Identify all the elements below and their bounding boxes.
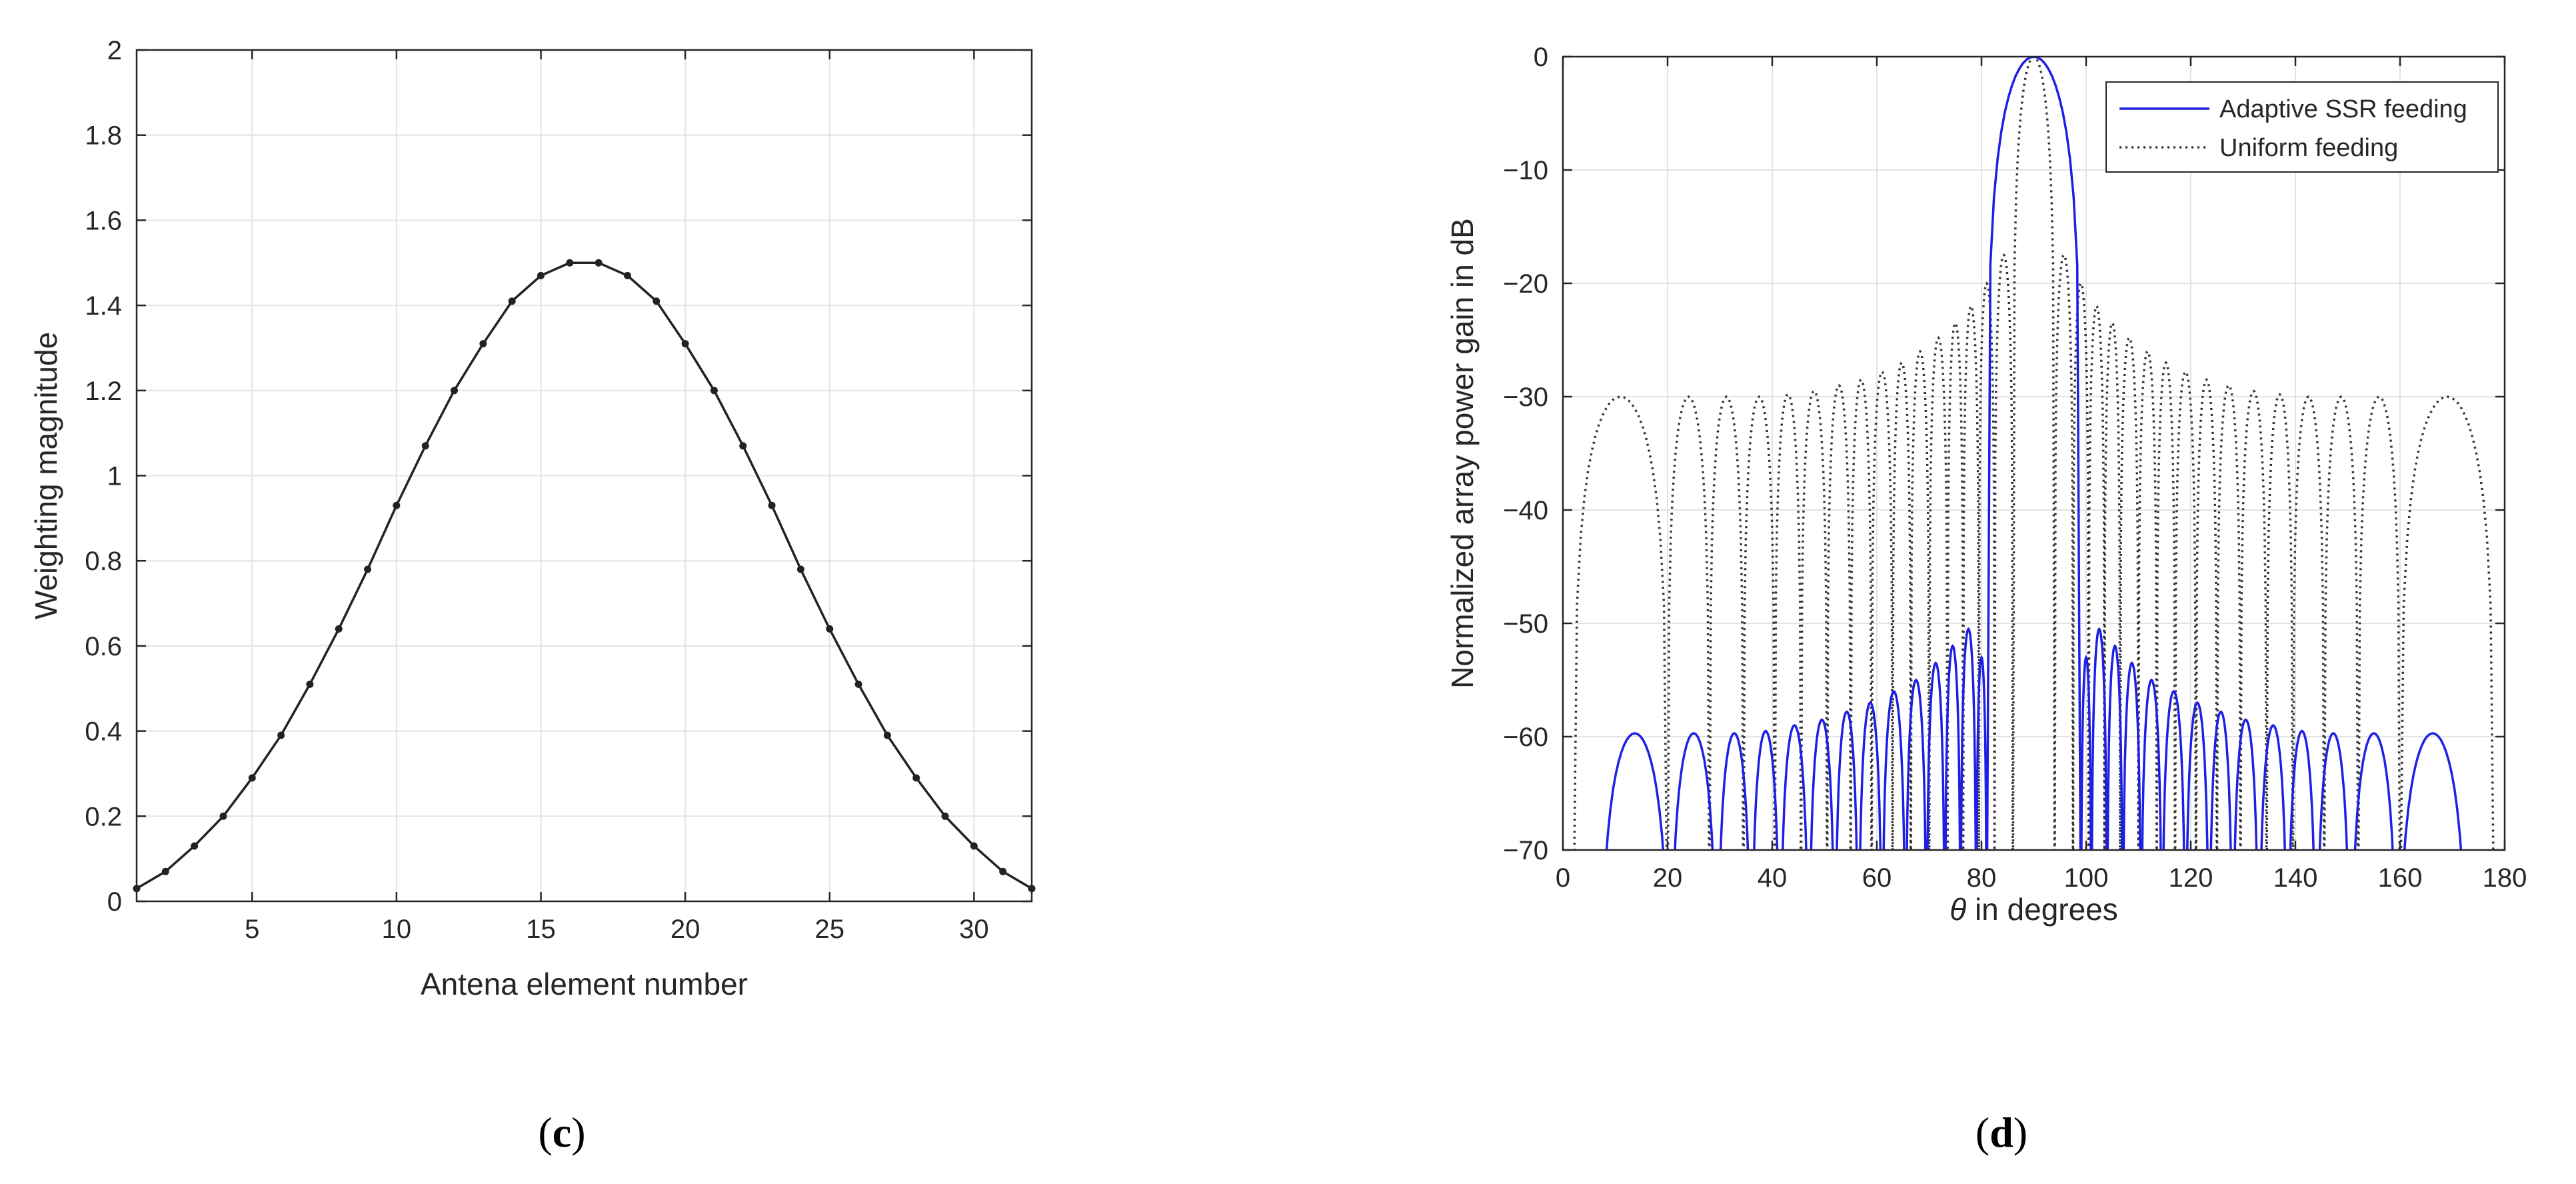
data-point — [508, 297, 516, 305]
data-point — [248, 774, 256, 782]
data-point — [537, 271, 545, 279]
data-point — [623, 271, 631, 279]
panel-d-series-uniform — [1573, 57, 2495, 850]
panel-d-caption-letter: d — [1989, 1109, 2013, 1156]
data-point — [739, 442, 747, 450]
data-point — [335, 625, 343, 633]
data-point — [479, 340, 487, 348]
data-point — [451, 387, 459, 395]
y-tick-label: 0.2 — [85, 802, 122, 831]
x-tick-label: 15 — [526, 915, 556, 944]
x-tick-label: 20 — [1653, 863, 1683, 893]
y-tick-label: 1.4 — [85, 291, 122, 321]
panel-d-legend-box — [2105, 81, 2499, 173]
data-point — [796, 565, 804, 573]
data-point — [941, 812, 949, 820]
y-tick-label: 1.2 — [85, 377, 122, 406]
panel-d-x-ticks: 0 20 40 60 80 100 120 140 160 180 — [1556, 57, 2527, 893]
panel-d-x-axis-label: θ in degrees — [1949, 892, 2118, 927]
y-tick-label: 0.6 — [85, 632, 122, 661]
data-point — [970, 842, 978, 850]
x-tick-label: 180 — [2483, 863, 2527, 893]
y-tick-label: −50 — [1503, 609, 1548, 639]
y-tick-label: 0.8 — [85, 547, 122, 576]
y-tick-label: −70 — [1503, 836, 1548, 865]
data-point — [710, 387, 718, 395]
y-tick-label: −40 — [1503, 496, 1548, 525]
x-tick-label: 60 — [1862, 863, 1892, 893]
panel-c-caption: (c) — [538, 1109, 585, 1156]
data-point — [883, 731, 891, 739]
x-tick-label: 100 — [2064, 863, 2109, 893]
panel-d-caption: (d) — [1975, 1109, 2027, 1156]
panel-c-x-axis-label: Antena element number — [421, 967, 748, 1001]
y-tick-label: 0.4 — [85, 717, 122, 747]
x-tick-label: 10 — [382, 915, 412, 944]
y-tick-label: 1 — [107, 462, 122, 491]
x-tick-label: 140 — [2273, 863, 2318, 893]
x-tick-label: 5 — [245, 915, 259, 944]
data-point — [306, 680, 314, 688]
x-tick-label: 0 — [1556, 863, 1570, 893]
panel-d-series-adaptive — [1605, 57, 2463, 850]
x-tick-label: 160 — [2378, 863, 2423, 893]
y-tick-label: −20 — [1503, 269, 1548, 299]
data-point — [595, 259, 603, 267]
x-tick-label: 80 — [1967, 863, 1997, 893]
panel-d-y-axis-label: Normalized array power gain in dB — [1445, 218, 1480, 689]
panel-d-legend-label-uniform: Uniform feeding — [2219, 134, 2398, 162]
data-point — [652, 297, 660, 305]
y-tick-label: 0 — [107, 887, 122, 917]
adaptive-feeding-line — [1605, 57, 2463, 850]
data-point — [421, 442, 429, 450]
data-point — [826, 625, 834, 633]
data-point — [681, 340, 689, 348]
panel-d-x-axis-symbol: θ — [1949, 892, 1966, 927]
y-tick-label: −30 — [1503, 383, 1548, 412]
data-point — [277, 731, 285, 739]
panel-c-y-axis-label: Weighting magnitude — [29, 332, 63, 619]
panel-c-caption-letter: c — [553, 1109, 571, 1156]
uniform-feeding-line — [1573, 57, 2495, 850]
data-point — [999, 867, 1007, 875]
data-point — [912, 774, 920, 782]
y-tick-label: −10 — [1503, 156, 1548, 185]
panel-c-markers — [133, 259, 1036, 893]
data-point — [768, 501, 776, 509]
y-tick-label: 0 — [1534, 43, 1548, 72]
data-point — [566, 259, 574, 267]
x-tick-label: 30 — [959, 915, 989, 944]
panel-d-y-ticks: 0 −10 −20 −30 −40 −50 −60 −70 — [1503, 43, 2505, 865]
data-point — [393, 501, 401, 509]
data-point — [854, 680, 862, 688]
y-tick-label: −60 — [1503, 723, 1548, 752]
panel-c-series — [136, 261, 1032, 890]
panel-d-gain-chart: 0 20 40 60 80 100 120 140 160 180 0 −10 −20 −30 −40 −5… — [1445, 43, 2527, 1156]
panel-d-legend-label-adaptive: Adaptive SSR feeding — [2219, 95, 2467, 123]
data-point — [161, 867, 169, 875]
panel-d-x-axis-text: in degrees — [1966, 892, 2118, 927]
data-point — [191, 842, 199, 850]
y-tick-label: 2 — [107, 36, 122, 65]
panel-d-legend: Adaptive SSR feeding Uniform feeding — [2105, 81, 2499, 173]
data-point — [364, 565, 372, 573]
x-tick-label: 20 — [670, 915, 700, 944]
panel-c-x-ticks: 5 10 15 20 25 30 — [245, 50, 989, 944]
panel-c-y-ticks: 0 0.2 0.4 0.6 0.8 1 1.2 1.4 1.6 1.8 2 — [85, 36, 1032, 917]
panel-d-axes-frame — [1562, 55, 2506, 851]
y-tick-label: 1.8 — [85, 121, 122, 151]
x-tick-label: 120 — [2169, 863, 2213, 893]
panel-c-weighting-chart: 5 10 15 20 25 30 00.20.40.60.811.21.41.61.82 … — [29, 36, 1036, 1156]
y-tick-label: 1.6 — [85, 206, 122, 235]
x-tick-label: 40 — [1758, 863, 1788, 893]
data-point — [219, 812, 227, 820]
weighting-line — [136, 261, 1032, 890]
x-tick-label: 25 — [814, 915, 844, 944]
